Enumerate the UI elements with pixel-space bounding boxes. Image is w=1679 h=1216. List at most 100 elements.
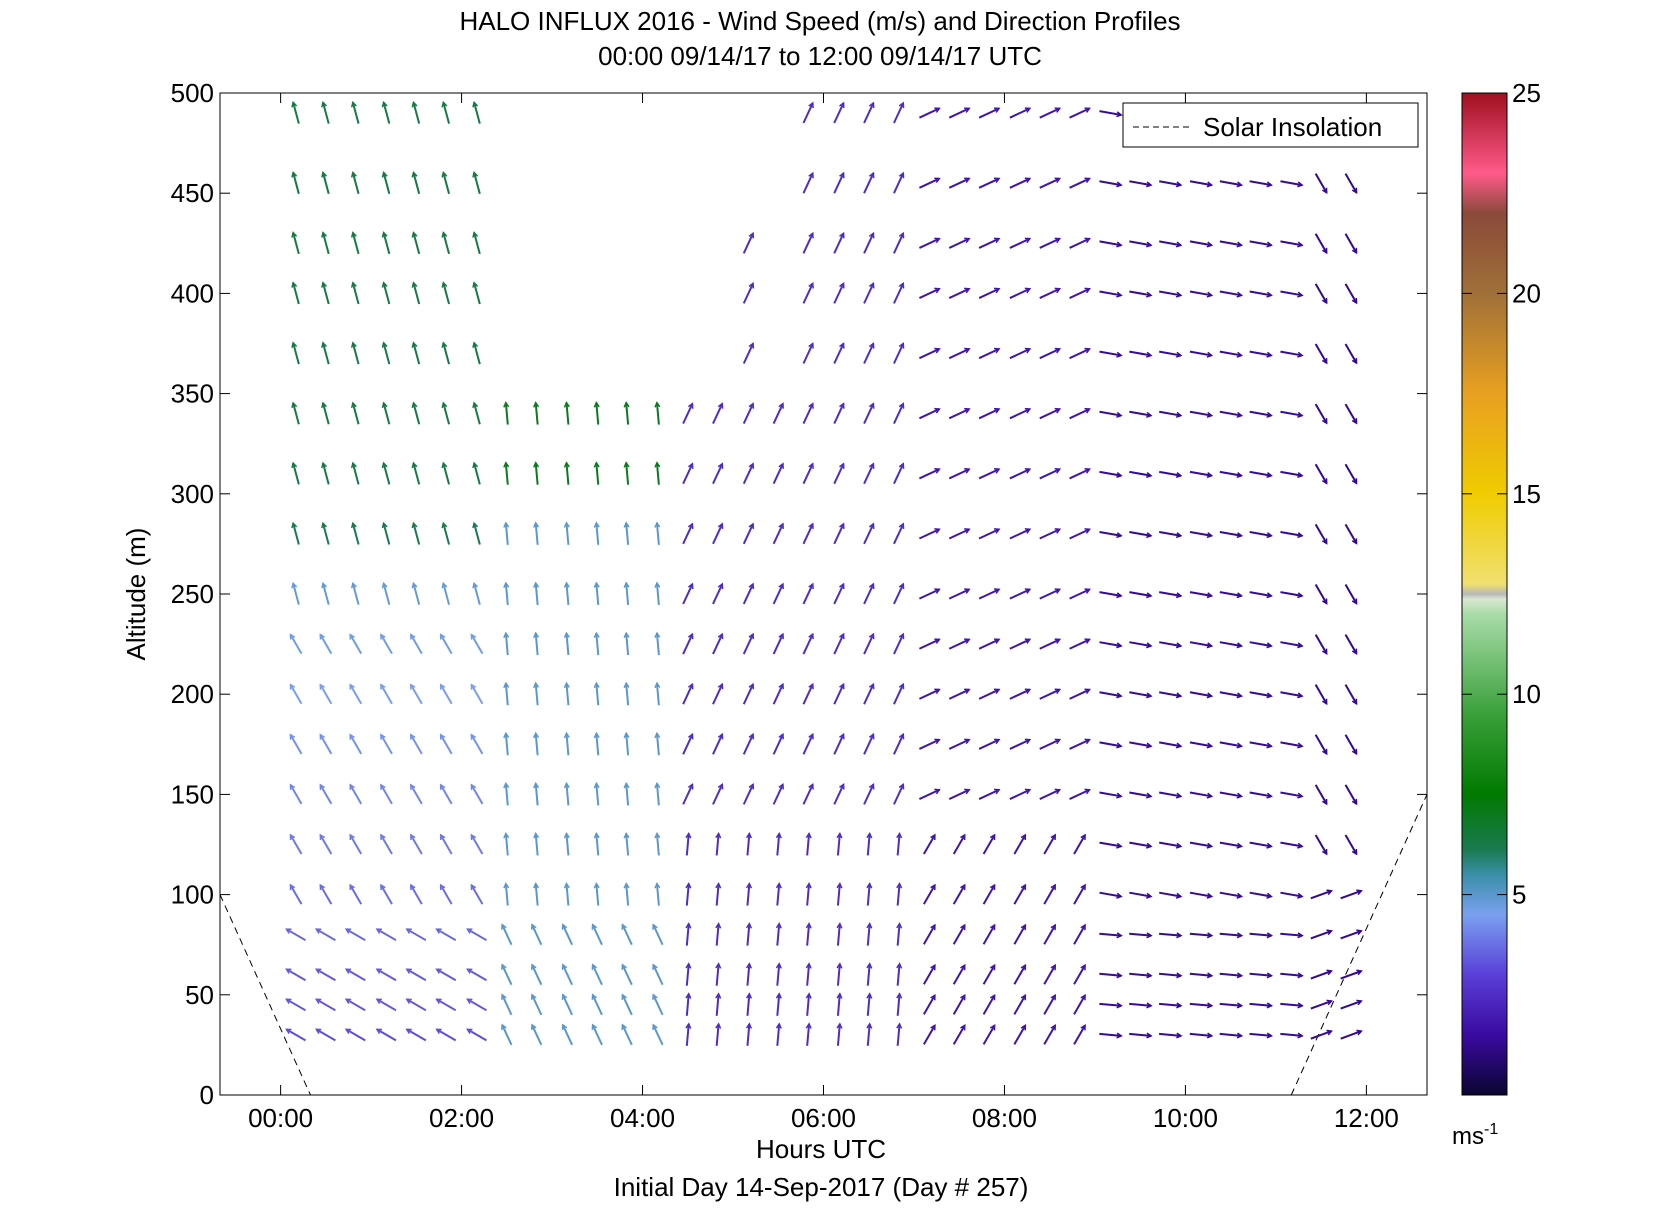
wind-arrow-shaft [1013,924,1027,945]
wind-arrow [1013,923,1027,945]
wind-arrow-shaft [682,784,694,805]
wind-arrow-shaft [1219,180,1242,187]
wind-arrow-head [1054,347,1062,354]
wind-arrow-shaft [978,688,1000,700]
wind-arrow-shaft [742,463,754,485]
wind-arrow-head [533,781,540,789]
wind-arrow-head [775,992,782,999]
wind-arrow-head [1206,592,1214,599]
wind-arrow [1344,523,1358,545]
wind-arrow-head [1146,351,1153,358]
wind-arrow [1069,788,1091,800]
wind-arrow [439,633,453,655]
wind-arrow-head [319,883,326,891]
wind-arrow [623,681,630,706]
wind-arrow-head [1321,598,1328,605]
wind-arrow-shaft [1344,834,1358,855]
wind-arrow-head [1116,742,1123,749]
wind-arrow-shaft [621,924,633,946]
wind-arrow [978,407,1001,420]
wind-arrow-head [350,581,357,589]
wind-arrow [1249,841,1273,849]
wind-arrow-head [866,922,873,929]
wind-arrow-shaft [1314,684,1328,705]
wind-arrow-head [934,237,941,244]
wind-arrow [593,882,600,906]
wind-arrow [918,788,941,800]
wind-arrow-head [964,287,971,294]
wind-arrow-head [405,998,412,1004]
wind-arrow-shaft [322,342,330,365]
wind-arrow-shaft [1069,347,1090,360]
wind-arrow-shaft [1340,889,1362,900]
wind-arrow [1099,410,1123,418]
wind-arrow-head [501,963,507,970]
wind-arrow-shaft [534,883,539,906]
wind-arrow [863,462,875,485]
wind-arrow-head [687,783,694,790]
wind-arrow-shaft [1344,583,1358,605]
wind-arrow-shaft [863,232,875,254]
wind-arrow-shaft [1129,591,1152,597]
y-tick-label: 200 [171,679,214,709]
wind-arrow [654,731,661,756]
wind-arrow [503,831,510,856]
wind-arrow-head [1080,833,1086,840]
wind-arrow [833,282,845,304]
wind-arrow-shaft [685,833,690,856]
wind-arrow-head [563,882,570,889]
wind-arrow-head [717,522,724,529]
wind-arrow-shaft [893,463,905,485]
wind-arrow [1099,841,1123,849]
wind-arrow-head [960,923,966,931]
wind-arrow [772,732,784,755]
wind-arrow [1129,741,1153,749]
wind-arrow-shaft [534,522,539,545]
wind-arrow-head [381,581,388,589]
wind-arrow-shaft [504,402,509,425]
wind-arrow [1310,1029,1333,1040]
wind-arrow-shaft [1129,1032,1152,1037]
wind-arrow [1314,583,1328,605]
wind-arrow [893,582,905,605]
wind-arrow-head [960,883,966,891]
wind-arrow-head [1116,892,1123,899]
wind-arrow-head [1321,849,1328,856]
wind-arrow [1013,833,1027,855]
wind-arrow-shaft [470,634,484,655]
wind-arrow-shaft [655,582,660,606]
wind-arrow-shaft [655,633,660,656]
wind-arrow-head [745,1022,753,1029]
wind-arrow-head [1146,241,1153,248]
colorbar-tick-label: 20 [1512,278,1541,308]
wind-arrow-head [350,171,357,178]
wind-arrow-shaft [1310,889,1332,900]
wind-arrow-shaft [952,834,966,855]
wind-arrow-head [687,402,694,409]
wind-arrow [1280,791,1304,799]
wind-arrow-head [1054,588,1062,594]
wind-arrow [978,588,1001,600]
wind-arrow-shaft [534,683,539,706]
wind-arrow-head [1206,972,1214,979]
wind-arrow-head [1084,237,1091,244]
wind-arrow-shaft [1009,688,1031,700]
wind-arrow-shaft [948,788,970,800]
wind-arrow [1073,883,1086,905]
wind-arrow-head [319,733,326,740]
wind-arrow-head [1321,798,1328,806]
wind-arrow-shaft [1280,691,1303,698]
wind-arrow-shaft [1189,180,1212,187]
wind-arrow [1249,741,1273,749]
wind-arrow-head [652,923,658,930]
wind-arrow-shaft [315,968,336,982]
wind-arrow-head [930,833,936,840]
wind-arrow [533,401,540,425]
wind-arrow [409,683,423,705]
wind-arrow-shaft [466,1028,487,1042]
wind-arrow-head [380,633,386,640]
wind-arrow-shaft [439,834,453,855]
chart-footer: Initial Day 14-Sep-2017 (Day # 257) [614,1172,1029,1202]
wind-arrow [1039,287,1062,299]
wind-arrow-head [1020,923,1027,931]
